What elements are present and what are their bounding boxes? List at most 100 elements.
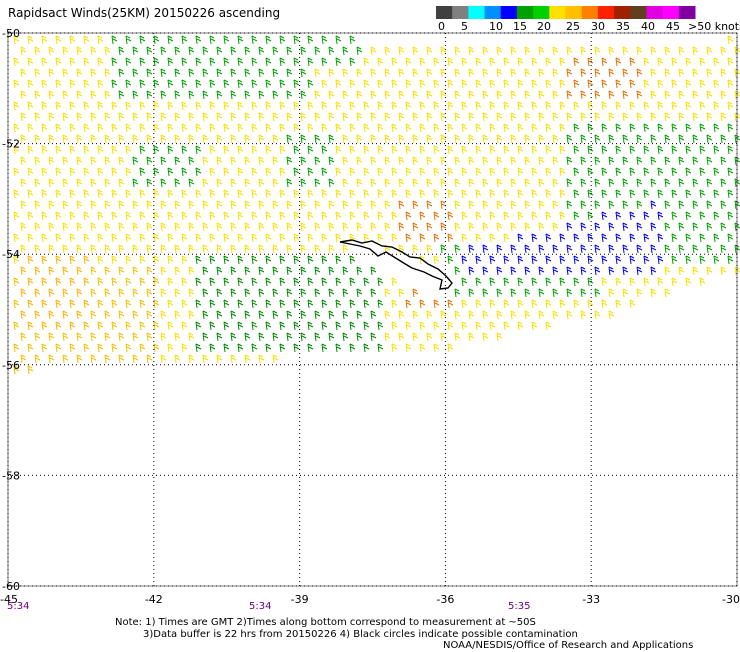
wind-barb (321, 255, 328, 265)
wind-barb (174, 222, 181, 232)
wind-barb (216, 310, 223, 320)
wind-barb (41, 255, 48, 265)
wind-barb (398, 178, 405, 188)
wind-barb (629, 101, 636, 111)
wind-barb (62, 178, 69, 188)
wind-barb (685, 233, 692, 243)
wind-barb (90, 200, 97, 210)
wind-barb (139, 343, 146, 353)
wind-barb (391, 211, 398, 221)
wind-barb (83, 123, 90, 133)
wind-barb (426, 200, 433, 210)
wind-barb (545, 211, 552, 221)
wind-barb (167, 211, 174, 221)
wind-barb (699, 189, 706, 199)
legend-swatch (484, 6, 502, 19)
wind-barb (146, 332, 153, 342)
wind-barb (265, 79, 272, 89)
wind-barb (664, 90, 671, 100)
wind-barb (671, 233, 678, 243)
wind-barb (244, 332, 251, 342)
wind-barb (608, 200, 615, 210)
wind-barb (622, 46, 629, 56)
wind-barb (202, 310, 209, 320)
wind-barb (167, 57, 174, 67)
wind-barb (111, 101, 118, 111)
wind-barb (286, 134, 293, 144)
wind-barb (461, 101, 468, 111)
wind-barb (496, 332, 503, 342)
wind-barb (685, 167, 692, 177)
wind-barb (615, 57, 622, 67)
wind-barb (125, 189, 132, 199)
wind-barb (468, 156, 475, 166)
wind-barb (286, 156, 293, 166)
wind-barb (209, 343, 216, 353)
wind-barb (475, 79, 482, 89)
wind-barb (629, 167, 636, 177)
wind-barb (20, 90, 27, 100)
wind-barb (335, 343, 342, 353)
wind-barb (83, 101, 90, 111)
wind-barb (279, 57, 286, 67)
wind-barb (454, 222, 461, 232)
wind-barb (678, 134, 685, 144)
wind-barb (391, 145, 398, 155)
wind-barb (174, 156, 181, 166)
wind-barb (482, 222, 489, 232)
wind-barb (496, 112, 503, 122)
wind-barb (552, 156, 559, 166)
wind-barb (97, 57, 104, 67)
wind-barb (90, 332, 97, 342)
wind-barb (251, 255, 258, 265)
wind-barb (160, 244, 167, 254)
wind-barb (510, 244, 517, 254)
wind-barb (307, 299, 314, 309)
wind-barb (426, 178, 433, 188)
wind-barb (475, 167, 482, 177)
wind-barb (216, 68, 223, 78)
wind-barb (34, 288, 41, 298)
wind-barb (307, 79, 314, 89)
wind-barb (34, 46, 41, 56)
wind-barb (650, 178, 657, 188)
wind-barb (622, 266, 629, 276)
wind-barb (174, 68, 181, 78)
wind-barb (664, 178, 671, 188)
wind-barb (13, 343, 20, 353)
wind-barb (370, 112, 377, 122)
wind-barb (671, 145, 678, 155)
wind-barb (342, 134, 349, 144)
wind-barb (146, 288, 153, 298)
wind-barb (272, 134, 279, 144)
wind-barb (503, 277, 510, 287)
wind-barb (426, 222, 433, 232)
wind-barb (629, 123, 636, 133)
wind-barb (496, 222, 503, 232)
wind-barb (62, 134, 69, 144)
wind-barb (419, 233, 426, 243)
wind-barb (139, 101, 146, 111)
wind-barb (538, 288, 545, 298)
wind-barb (363, 277, 370, 287)
wind-barb (118, 178, 125, 188)
wind-barb (727, 233, 734, 243)
wind-barb (76, 354, 83, 364)
wind-barb (538, 178, 545, 188)
wind-barb (188, 288, 195, 298)
wind-barb (258, 200, 265, 210)
wind-barb (622, 112, 629, 122)
wind-barb (20, 112, 27, 122)
wind-barb (356, 90, 363, 100)
wind-barb (83, 79, 90, 89)
legend-label: 35 (616, 20, 630, 33)
wind-barb (202, 222, 209, 232)
wind-barb (580, 266, 587, 276)
wind-barb (13, 299, 20, 309)
wind-barb (69, 343, 76, 353)
wind-barb (202, 178, 209, 188)
wind-barb (237, 167, 244, 177)
wind-barb (97, 233, 104, 243)
wind-barb (202, 288, 209, 298)
wind-barb (601, 57, 608, 67)
